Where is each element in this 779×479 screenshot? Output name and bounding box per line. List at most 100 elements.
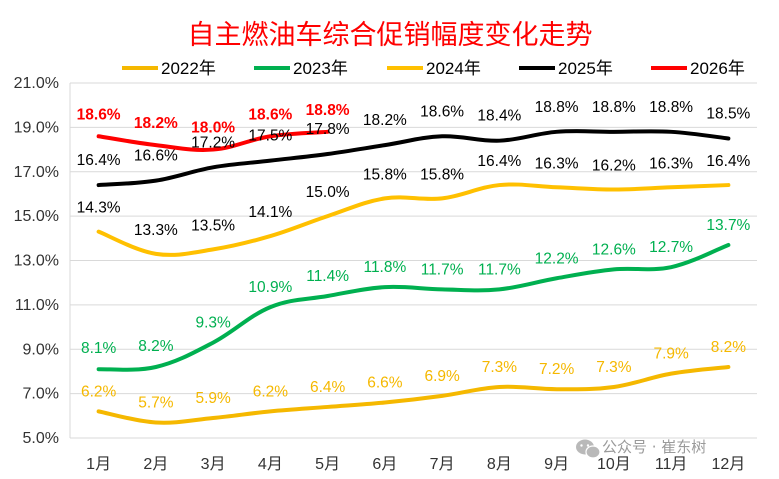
legend-label: 2026年 — [690, 59, 745, 78]
watermark: 公众号 · 崔东树 — [576, 438, 706, 459]
data-label: 18.0% — [191, 120, 235, 137]
series-line — [96, 129, 330, 152]
y-tick-label: 9.0% — [23, 341, 59, 358]
data-label: 12.2% — [535, 250, 579, 267]
data-label: 16.3% — [535, 155, 579, 172]
data-label: 12.7% — [649, 239, 693, 256]
series-line — [96, 242, 731, 372]
data-label: 18.6% — [248, 106, 292, 123]
y-tick-label: 19.0% — [14, 119, 59, 136]
data-label: 18.6% — [77, 106, 121, 123]
data-label: 6.6% — [367, 375, 403, 392]
x-tick-label: 6月 — [372, 456, 397, 473]
x-axis: 1月 2月 3月 4月 5月 6月 7月 8月 9月 10月 11月 12月 — [86, 456, 745, 473]
data-label: 17.8% — [306, 121, 350, 138]
data-label: 16.4% — [77, 152, 121, 169]
wechat-icon — [576, 439, 601, 459]
data-label: 18.8% — [306, 102, 350, 119]
chart-title: 自主燃油车综合促销幅度变化走势 — [188, 20, 593, 51]
legend: 2022年 2023年 2024年 2025年 2026年 — [122, 59, 745, 78]
data-label: 17.5% — [248, 128, 292, 145]
series-line — [96, 365, 731, 425]
data-label: 18.8% — [592, 99, 636, 116]
legend-label: 2024年 — [426, 59, 481, 78]
data-label: 7.2% — [539, 361, 575, 378]
data-label: 16.2% — [592, 158, 636, 175]
data-label: 14.1% — [248, 204, 292, 221]
legend-label: 2022年 — [161, 59, 216, 78]
data-label: 18.8% — [649, 99, 693, 116]
data-label: 5.9% — [195, 390, 231, 407]
x-tick-label: 3月 — [201, 456, 226, 473]
watermark-text: 公众号 · 崔东树 — [602, 438, 706, 456]
data-labels: 6.2% 5.7% 5.9% 6.2% 6.4% 6.6% 6.9% 7.3% 7.2% 7.3%… — [77, 99, 751, 412]
data-label: 14.3% — [77, 200, 121, 217]
x-tick-label: 12月 — [711, 456, 745, 473]
data-label: 17.2% — [191, 134, 235, 151]
data-label: 18.6% — [420, 103, 464, 120]
y-tick-label: 21.0% — [14, 75, 59, 92]
data-label: 9.3% — [195, 315, 231, 332]
x-tick-label: 9月 — [544, 456, 569, 473]
legend-label: 2025年 — [558, 59, 613, 78]
data-label: 6.9% — [424, 368, 460, 385]
x-tick-label: 1月 — [86, 456, 111, 473]
y-tick-label: 15.0% — [14, 208, 59, 225]
data-label: 11.8% — [363, 259, 406, 276]
gridlines — [69, 82, 757, 439]
y-tick-label: 17.0% — [14, 164, 59, 181]
data-label: 13.7% — [706, 217, 750, 234]
data-label: 6.2% — [81, 383, 117, 400]
data-label: 8.2% — [138, 338, 174, 355]
series-line — [96, 129, 731, 188]
legend-item: 2023年 — [254, 59, 348, 78]
series-lines — [96, 129, 731, 425]
data-label: 11.4% — [306, 268, 349, 285]
data-label: 6.2% — [253, 383, 289, 400]
data-label: 8.2% — [711, 339, 747, 356]
y-tick-label: 13.0% — [14, 253, 59, 270]
x-tick-label: 11月 — [655, 456, 688, 473]
x-tick-label: 2月 — [143, 456, 168, 473]
data-label: 18.2% — [363, 112, 407, 129]
data-label: 5.7% — [138, 394, 174, 411]
data-label: 6.4% — [310, 379, 346, 396]
y-axis: 5.0% 7.0% 9.0% 11.0% 13.0% 15.0% 17.0% 19.0% 21.… — [14, 75, 59, 447]
x-tick-label: 4月 — [258, 456, 283, 473]
y-tick-label: 11.0% — [15, 297, 59, 314]
data-label: 18.4% — [477, 108, 521, 125]
data-label: 10.9% — [248, 279, 292, 296]
data-label: 8.1% — [81, 340, 117, 357]
data-label: 11.7% — [421, 261, 464, 278]
data-label: 7.3% — [596, 359, 632, 376]
data-label: 16.4% — [706, 153, 750, 170]
legend-item: 2022年 — [122, 59, 216, 78]
data-label: 12.6% — [592, 241, 636, 258]
data-label: 11.7% — [478, 261, 521, 278]
legend-item: 2024年 — [387, 59, 481, 78]
data-label: 15.8% — [420, 166, 464, 183]
data-label: 7.9% — [653, 346, 689, 363]
legend-item: 2026年 — [651, 59, 745, 78]
legend-item: 2025年 — [519, 59, 613, 78]
data-label: 7.3% — [482, 359, 518, 376]
legend-label: 2023年 — [293, 59, 348, 78]
data-label: 16.6% — [134, 148, 178, 165]
data-label: 18.5% — [706, 105, 750, 122]
x-tick-label: 5月 — [315, 456, 340, 473]
data-label: 13.3% — [134, 222, 178, 239]
data-label: 16.4% — [477, 153, 521, 170]
y-tick-label: 5.0% — [23, 430, 59, 447]
series-line — [96, 182, 731, 257]
data-label: 13.5% — [191, 217, 235, 234]
data-label: 18.2% — [134, 115, 178, 132]
data-label: 15.8% — [363, 166, 407, 183]
x-tick-label: 10月 — [597, 456, 631, 473]
x-tick-label: 8月 — [487, 456, 512, 473]
data-label: 15.0% — [306, 184, 350, 201]
y-tick-label: 7.0% — [23, 386, 59, 403]
data-label: 16.3% — [649, 155, 693, 172]
x-tick-label: 7月 — [430, 456, 455, 473]
